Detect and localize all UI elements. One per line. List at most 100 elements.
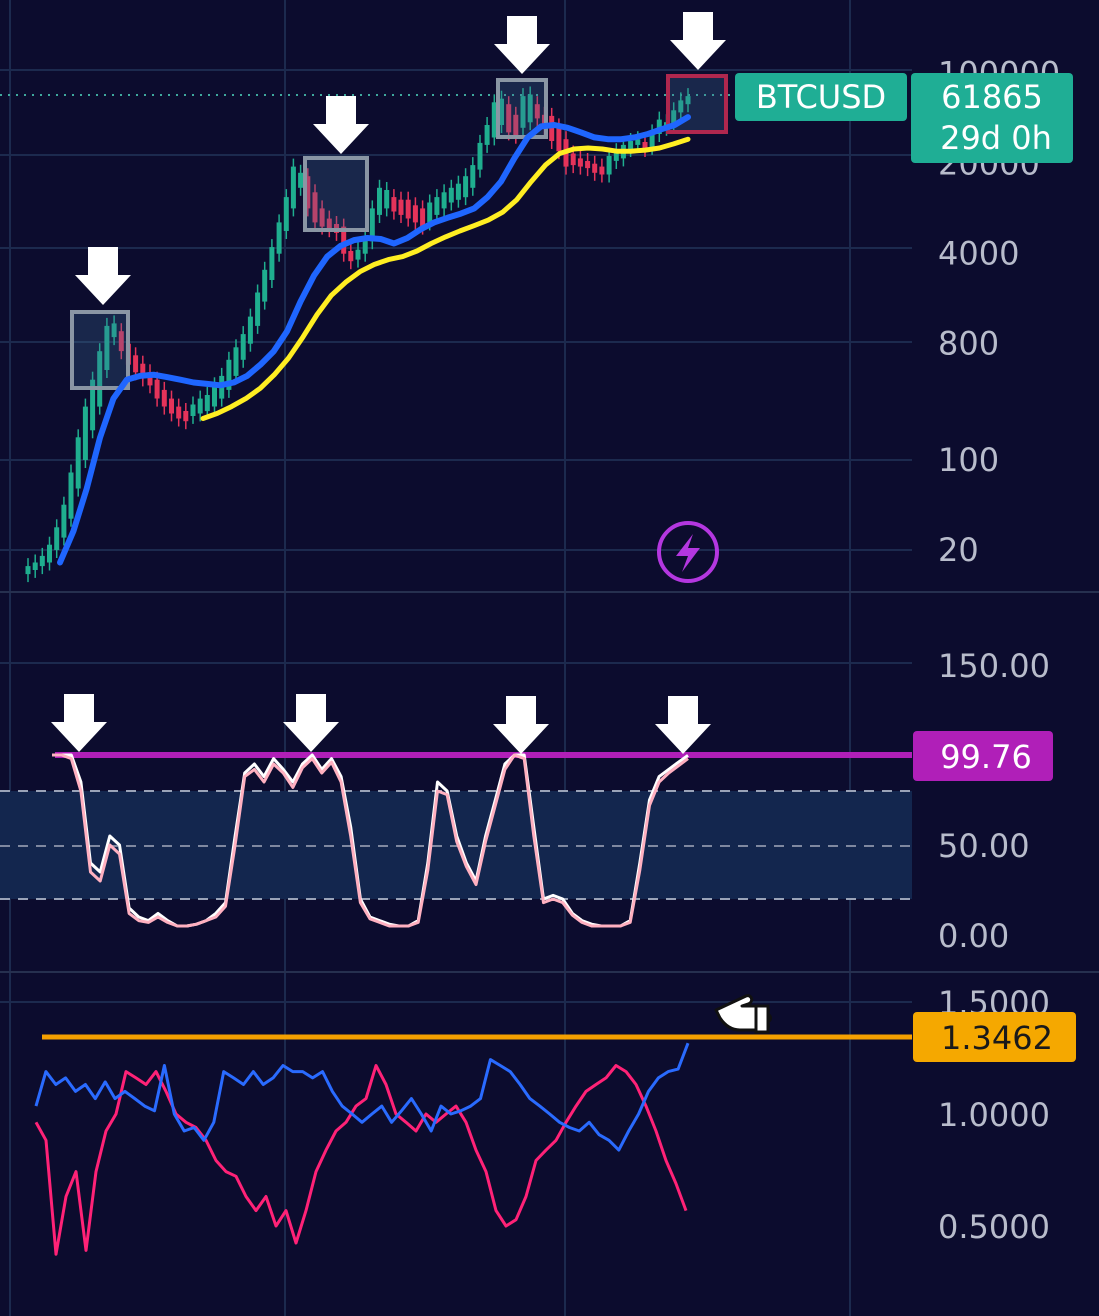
candle-body <box>341 226 347 254</box>
candle-body <box>305 176 311 209</box>
down-arrow-icon <box>75 247 131 305</box>
lightning-icon[interactable] <box>657 521 719 583</box>
candle-body <box>520 96 526 128</box>
candle-body <box>477 142 483 170</box>
candle-body <box>441 192 447 209</box>
candle-body <box>391 197 397 212</box>
candle-body <box>39 555 45 567</box>
ratio-value-badge[interactable]: 1.3462 <box>913 1012 1076 1062</box>
candle-body <box>549 115 555 141</box>
down-arrow-icon <box>313 96 369 154</box>
price-tick-label: 4000 <box>938 235 1019 273</box>
candle-body <box>212 385 217 407</box>
candle-body <box>377 187 382 215</box>
candle-body <box>405 199 411 219</box>
candle-body <box>133 355 139 373</box>
blue-oscillator-line <box>34 1042 690 1152</box>
price-pane[interactable]: 20100800400020000100000 BTCUSD 61865 29d… <box>0 12 1073 583</box>
candle-body <box>599 166 605 175</box>
candle-body <box>434 197 440 215</box>
candle-body <box>628 141 634 149</box>
candle-body <box>671 110 677 124</box>
candle-body <box>82 406 88 460</box>
candle-body <box>247 316 253 344</box>
stochastic-value: 99.76 <box>940 738 1032 776</box>
candle-body <box>104 325 110 370</box>
ratio-value: 1.3462 <box>941 1019 1053 1057</box>
candle-body <box>255 292 261 326</box>
down-arrow-icon <box>670 12 726 70</box>
candle-body <box>283 197 289 231</box>
down-arrow-icon <box>494 16 550 74</box>
candle-body <box>197 398 203 414</box>
candle-body <box>183 411 189 422</box>
candle-body <box>556 126 562 152</box>
last-price-value: 61865 <box>941 78 1043 116</box>
candle-body <box>642 142 648 150</box>
candle-body <box>118 331 124 352</box>
candle-body <box>685 96 691 105</box>
candle-body <box>154 379 160 399</box>
candle-body <box>577 158 583 167</box>
peak-highlight-box <box>70 310 130 390</box>
candle-body <box>362 235 368 254</box>
candle-body <box>161 389 167 407</box>
price-tick-label: 800 <box>938 325 999 363</box>
peak-boxes <box>70 74 728 390</box>
candle-body <box>656 119 662 134</box>
price-peak-arrows <box>75 12 726 305</box>
pink-oscillator-line <box>34 1064 688 1256</box>
candle-body <box>606 155 612 175</box>
candles <box>25 86 691 583</box>
candle-body <box>169 398 174 414</box>
candle-body <box>649 132 655 147</box>
candle-body <box>262 269 268 302</box>
candle-body <box>147 372 153 386</box>
candle-body <box>635 139 641 145</box>
last-price-badge[interactable]: 61865 29d 0h <box>911 73 1073 163</box>
candle-body <box>68 472 74 519</box>
candle-body <box>326 218 332 230</box>
stochastic-pane[interactable]: 0.00 50.00 150.00 99.76 <box>0 647 1053 955</box>
candle-body <box>61 504 67 538</box>
candle-body <box>75 437 81 489</box>
candle-body <box>233 347 239 376</box>
candle-body <box>491 102 497 138</box>
ratio-tick-label: 1.0000 <box>938 1096 1050 1134</box>
candle-body <box>534 104 540 119</box>
candle-body <box>319 208 325 227</box>
pointing-hand-icon <box>714 994 772 1034</box>
stochastic-value-badge[interactable]: 99.76 <box>913 731 1053 781</box>
candle-body <box>32 562 38 570</box>
candle-body <box>204 395 210 412</box>
candle-body <box>312 192 318 223</box>
candle-body <box>506 104 512 133</box>
down-arrow-icon <box>493 696 549 754</box>
stochastic-tick-label: 50.00 <box>938 827 1030 865</box>
candle-body <box>398 199 404 215</box>
candle-body <box>176 406 182 419</box>
stochastic-axis: 0.00 50.00 150.00 <box>938 647 1050 955</box>
stochastic-peak-arrows <box>51 694 711 754</box>
candle-body <box>463 176 469 198</box>
candle-body <box>276 222 282 254</box>
candle-body <box>190 404 196 416</box>
stochastic-tick-label: 150.00 <box>938 647 1050 685</box>
candle-body <box>226 359 232 390</box>
down-arrow-icon <box>283 694 339 752</box>
candle-body <box>140 363 146 379</box>
candle-body <box>678 100 684 113</box>
stochastic-d-line <box>52 753 689 928</box>
candle-body <box>240 334 246 360</box>
price-axis: 20100800400020000100000 <box>938 55 1060 569</box>
blue-moving-average-line <box>57 114 691 566</box>
candle-body <box>384 190 390 209</box>
symbol-badge[interactable]: BTCUSD <box>735 73 907 121</box>
peak-highlight-box <box>303 156 369 232</box>
candle-body <box>455 183 461 200</box>
symbol-badge-label: BTCUSD <box>756 78 886 116</box>
candle-body <box>290 166 296 209</box>
